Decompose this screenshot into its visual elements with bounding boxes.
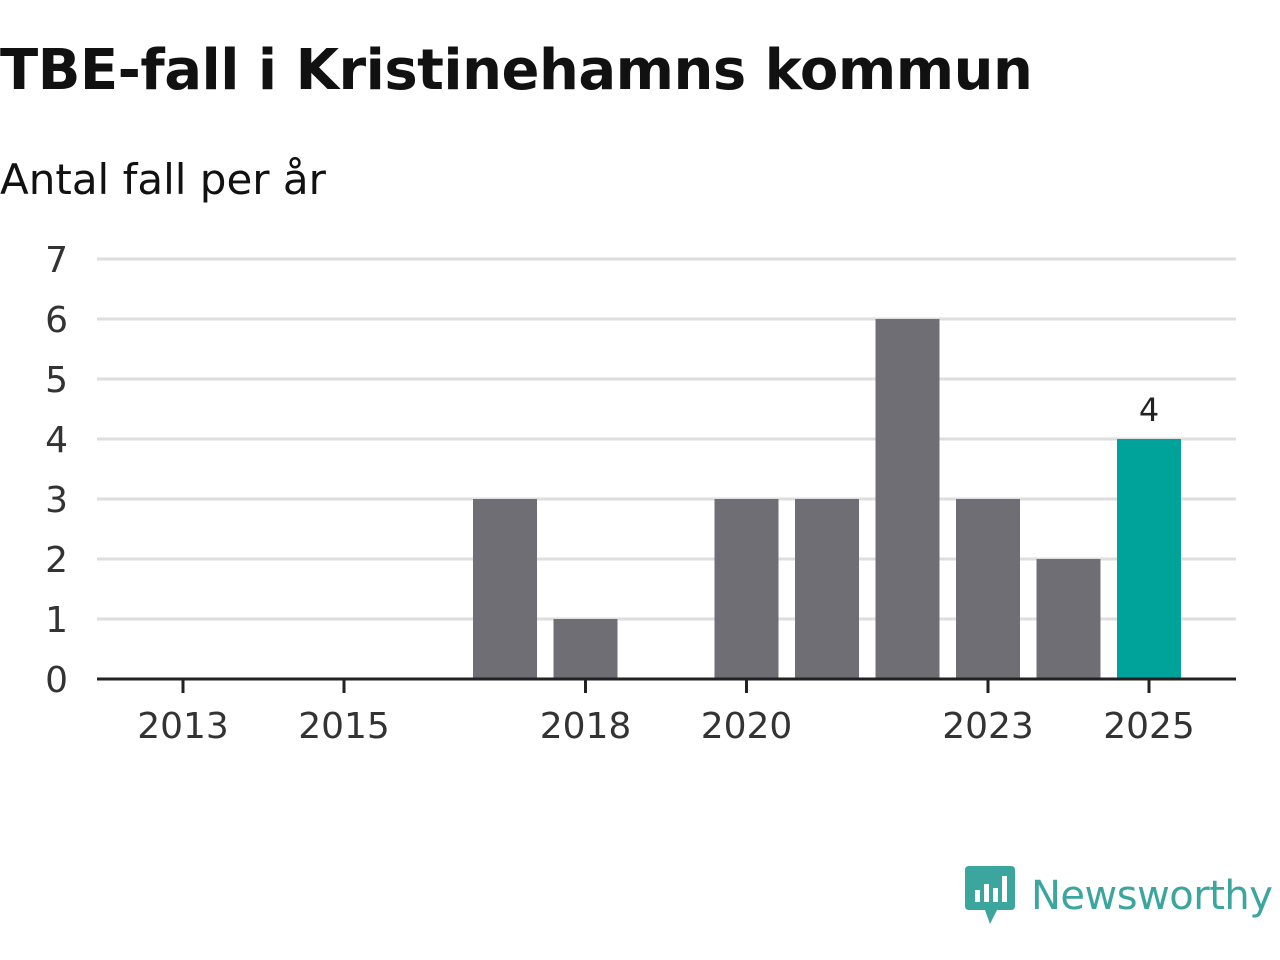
newsworthy-icon xyxy=(965,866,1015,924)
bar-2023 xyxy=(956,499,1020,679)
chart-subtitle: Antal fall per år xyxy=(0,155,326,204)
bar-2025 xyxy=(1117,439,1181,679)
chart-title: TBE-fall i Kristinehamns kommun xyxy=(0,38,1033,103)
brand-name: Newsworthy xyxy=(1031,873,1273,919)
x-tick-label-2013: 2013 xyxy=(137,706,229,747)
x-tick-label-2015: 2015 xyxy=(298,706,390,747)
y-tick-label-4: 4 xyxy=(45,420,68,461)
x-tick-label-2023: 2023 xyxy=(942,706,1034,747)
y-tick-label-7: 7 xyxy=(45,240,68,281)
y-tick-label-6: 6 xyxy=(45,300,68,341)
data-label-2025: 4 xyxy=(1139,391,1159,429)
bar-2022 xyxy=(875,319,940,679)
grid-lines xyxy=(97,257,1236,621)
y-tick-label-5: 5 xyxy=(45,360,68,401)
x-tick-label-2025: 2025 xyxy=(1103,706,1195,747)
bar-2024 xyxy=(1036,559,1101,679)
y-tick-label-1: 1 xyxy=(45,600,68,641)
y-axis-ticks: 0 1 2 3 4 5 6 7 xyxy=(45,240,68,701)
data-labels: 4 xyxy=(1139,391,1159,429)
y-tick-label-3: 3 xyxy=(45,480,68,521)
x-axis-ticks: 2013 2015 2018 2020 2023 2025 xyxy=(137,679,1195,747)
bar-2021 xyxy=(795,499,859,679)
newsworthy-logo: Newsworthy xyxy=(965,866,1273,926)
y-tick-label-0: 0 xyxy=(45,660,68,701)
y-tick-label-2: 2 xyxy=(45,540,68,581)
x-tick-label-2020: 2020 xyxy=(701,706,793,747)
bar-2020 xyxy=(714,499,779,679)
bar-2018 xyxy=(553,619,618,679)
bar-2017 xyxy=(473,499,537,679)
x-tick-label-2018: 2018 xyxy=(540,706,632,747)
bars xyxy=(473,319,1181,679)
